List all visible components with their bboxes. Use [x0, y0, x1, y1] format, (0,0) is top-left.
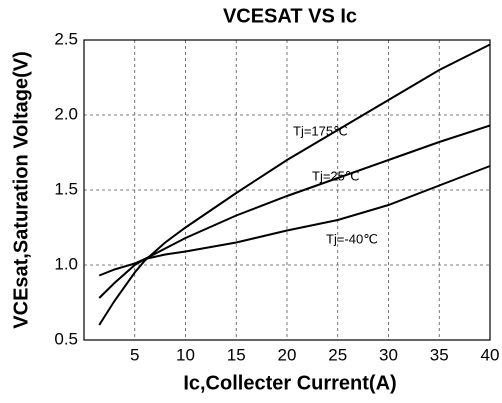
series-label: Tj=25℃ [312, 168, 359, 183]
chart-title: VCESAT VS Ic [223, 5, 357, 27]
series-label: Tj=-40℃ [326, 231, 378, 246]
series-line [98, 165, 491, 277]
y-tick-label: 1.0 [54, 254, 78, 273]
x-tick-label: 10 [176, 345, 195, 364]
x-tick-label: 15 [227, 345, 246, 364]
series-label: Tj=175℃ [293, 123, 348, 138]
x-axis-label: Ic,Collecter Current(A) [183, 372, 396, 394]
plot-frame [83, 39, 491, 341]
y-axis-label: VCEsat,Saturation Voltage(V) [10, 51, 32, 328]
x-tick-label: 5 [130, 345, 139, 364]
x-tick-label: 35 [430, 345, 449, 364]
x-tick-label: 30 [379, 345, 398, 364]
y-tick-label: 2.0 [54, 104, 78, 123]
y-tick-label: 1.5 [54, 179, 78, 198]
x-tick-label: 20 [278, 345, 297, 364]
series-line [98, 43, 491, 326]
y-tick-label: 2.5 [54, 29, 78, 48]
x-tick-label: 25 [328, 345, 347, 364]
series-line [98, 124, 491, 299]
y-tick-label: 0.5 [54, 329, 78, 348]
x-tick-label: 40 [481, 345, 500, 364]
